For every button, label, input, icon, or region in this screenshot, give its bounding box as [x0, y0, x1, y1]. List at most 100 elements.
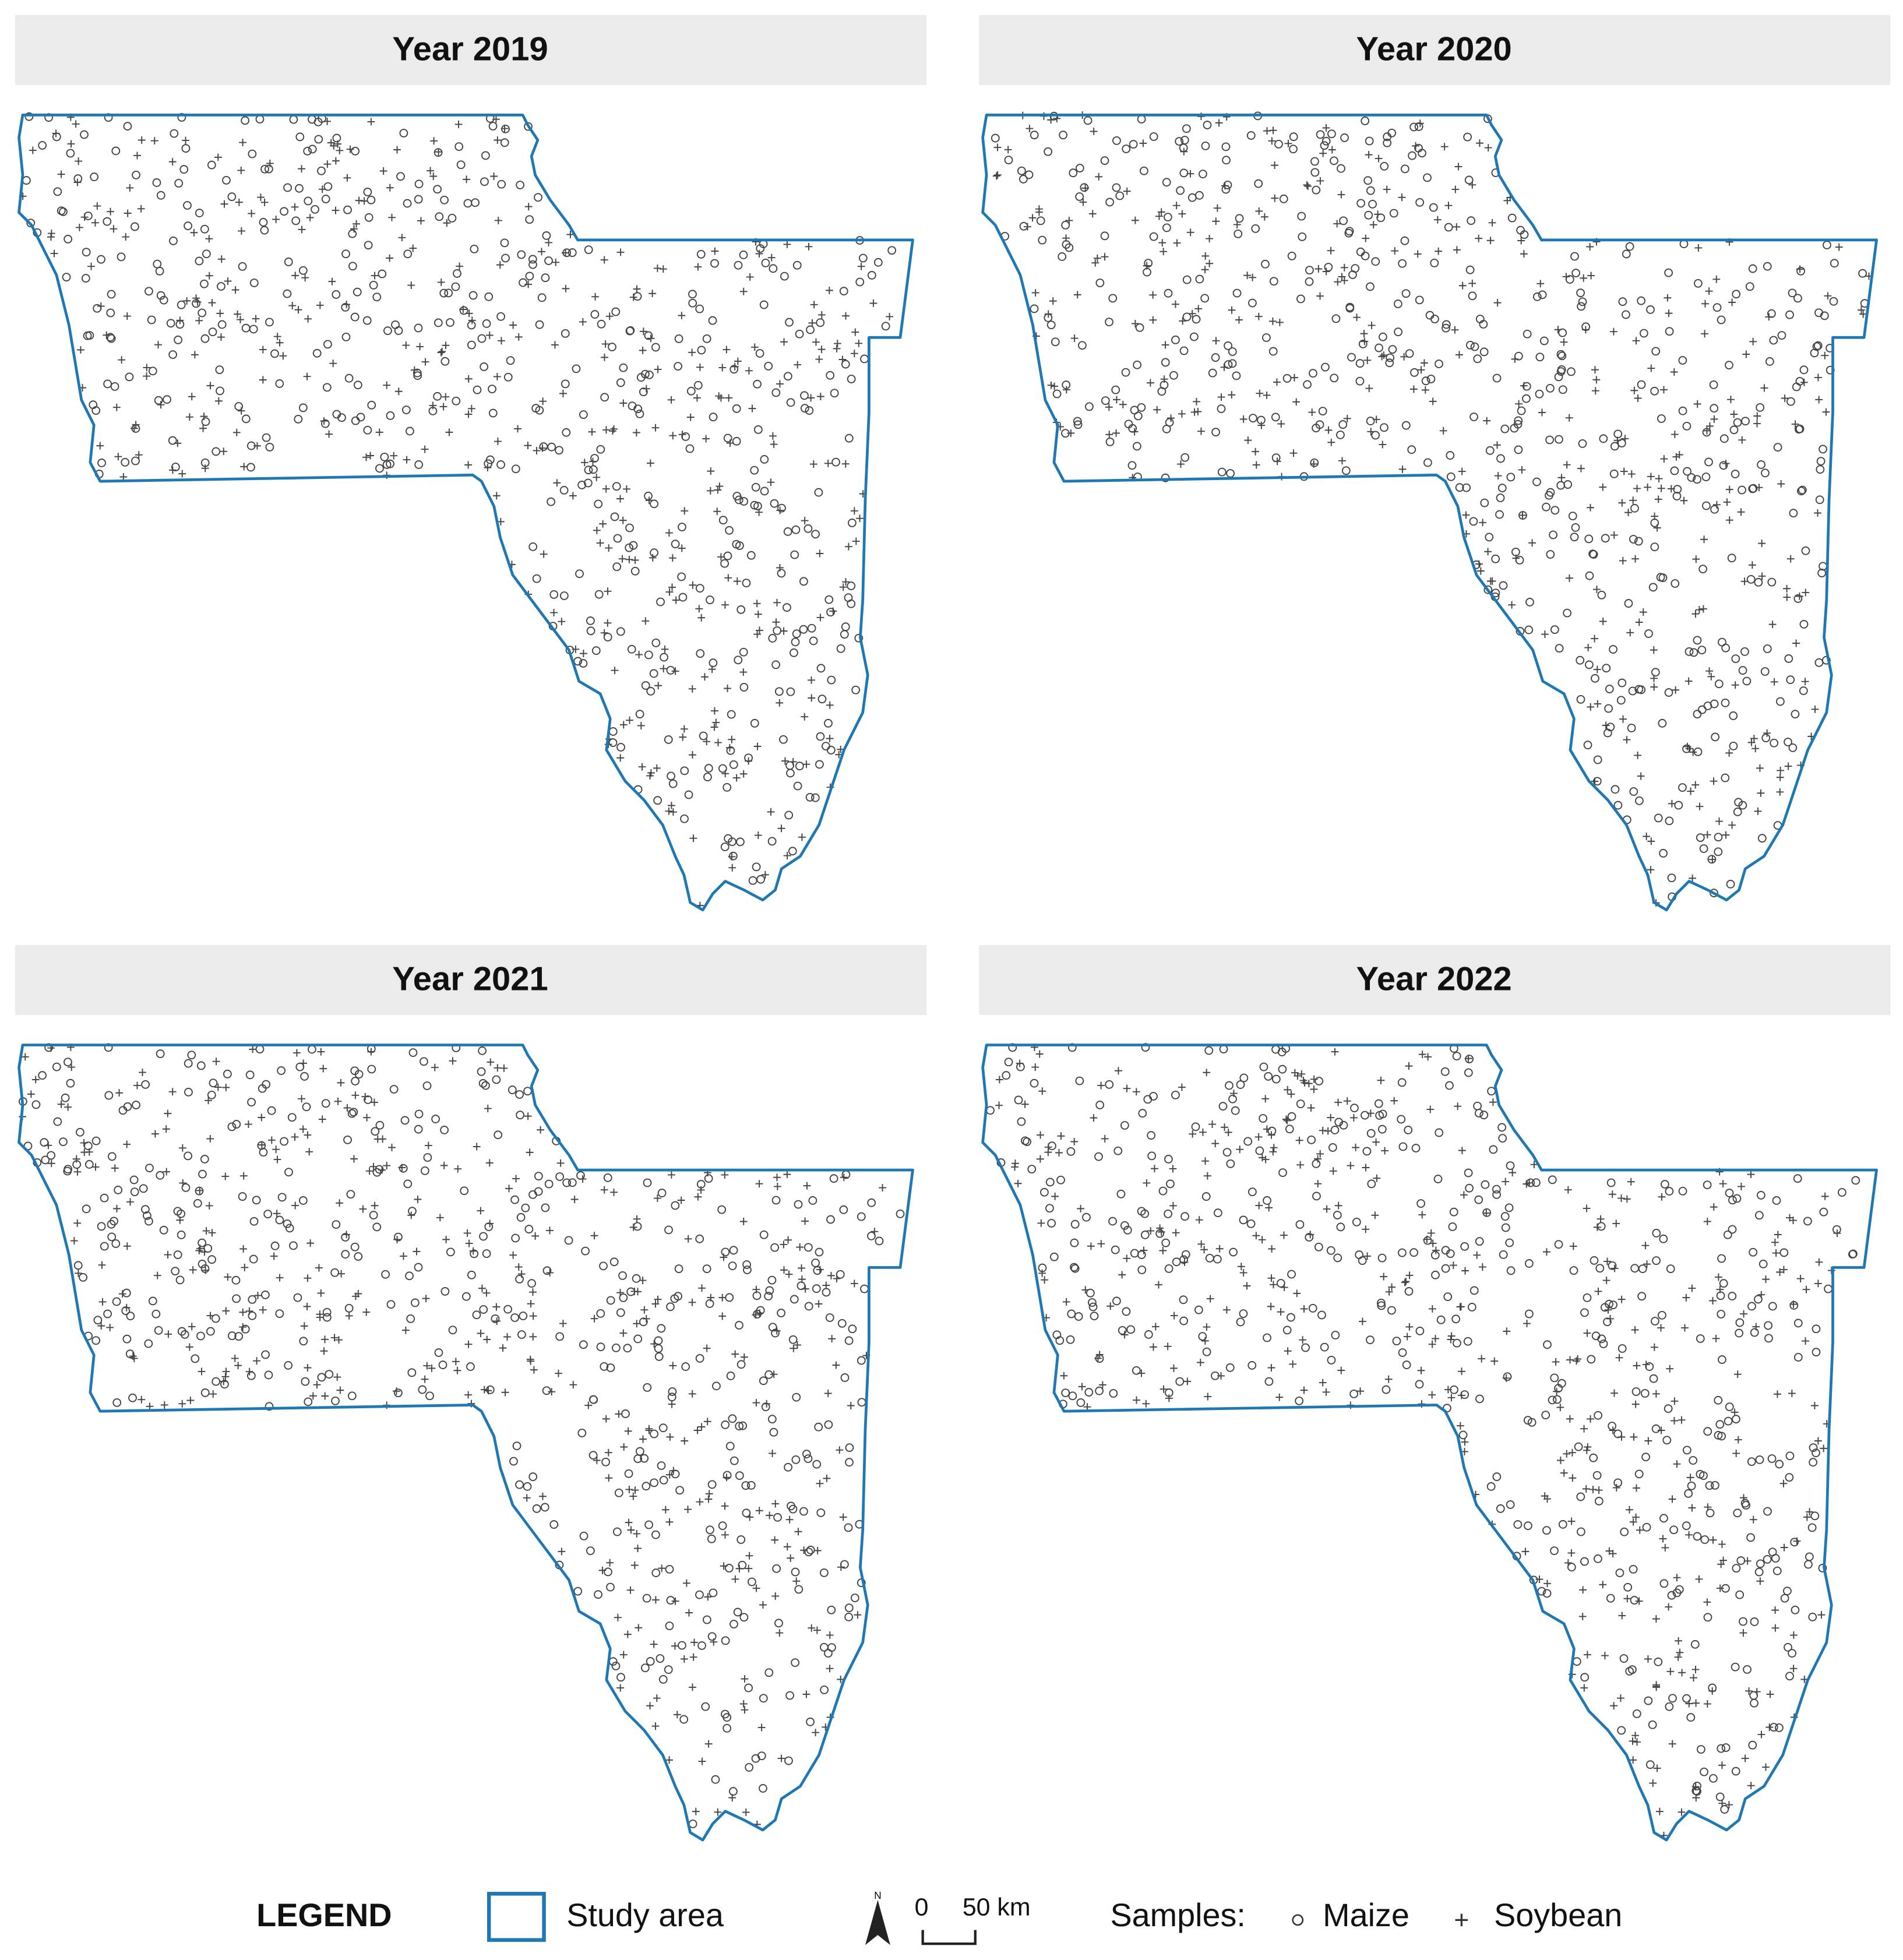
maize-sample [784, 1756, 793, 1765]
soybean-sample [1044, 310, 1052, 318]
soybean-sample [693, 1426, 702, 1434]
soybean-sample [1194, 305, 1203, 313]
soybean-sample [231, 1354, 239, 1362]
soybean-sample [239, 1245, 248, 1253]
soybean-sample [524, 442, 532, 450]
maize-sample [484, 292, 494, 301]
soybean-sample [1379, 440, 1387, 449]
soybean-sample [721, 601, 729, 609]
maize-sample [1729, 425, 1739, 435]
soybean-sample [315, 1264, 323, 1272]
maize-sample [1499, 581, 1508, 590]
maize-sample [418, 1385, 427, 1394]
soybean-sample [1802, 1285, 1810, 1293]
maize-sample [1303, 380, 1312, 389]
soybean-sample [1315, 265, 1323, 273]
maize-sample [1545, 435, 1554, 445]
maize-sample [521, 1203, 530, 1212]
maize-sample [1301, 1343, 1310, 1352]
soybean-sample [1610, 531, 1618, 539]
maize-sample [1027, 1165, 1037, 1174]
soybean-sample [1553, 1387, 1561, 1395]
soybean-sample [633, 1529, 641, 1538]
soybean-sample [826, 1665, 834, 1673]
maize-sample [1719, 1279, 1728, 1288]
soybean-sample [1476, 567, 1485, 575]
soybean-sample [429, 172, 438, 180]
soybean-sample [773, 1327, 781, 1335]
maize-sample [1409, 122, 1418, 132]
soybean-sample [1055, 1149, 1063, 1157]
maize-sample [636, 373, 646, 382]
maize-sample [826, 1215, 835, 1224]
maize-sample [1606, 1594, 1615, 1603]
maize-sample [321, 195, 330, 203]
maize-sample [344, 373, 354, 383]
maize-sample [611, 307, 621, 316]
maize-sample [857, 1356, 866, 1365]
soybean-sample [1172, 202, 1180, 210]
soybean-sample [1314, 1180, 1322, 1188]
maize-sample [1543, 1340, 1552, 1349]
soybean-sample [1098, 1381, 1106, 1389]
soybean-sample [1564, 1186, 1572, 1194]
maize-sample [1352, 1217, 1361, 1226]
maize-sample [1254, 179, 1263, 188]
soybean-sample [164, 1109, 172, 1118]
soybean-sample [661, 1506, 669, 1514]
maize-sample [1711, 1480, 1719, 1490]
soybean-sample [1657, 1324, 1665, 1332]
maize-sample [800, 391, 809, 400]
scale-bar [921, 1930, 977, 1945]
maize-sample [1228, 1094, 1237, 1104]
soybean-sample [224, 277, 232, 285]
soybean-sample [239, 1308, 247, 1316]
soybean-sample [1334, 1098, 1342, 1106]
soybean-sample [684, 1506, 692, 1514]
soybean-sample [824, 1390, 832, 1397]
soybean-sample [248, 209, 256, 217]
soybean-sample [682, 1579, 690, 1587]
maize-sample [1729, 711, 1738, 720]
soybean-sample [1156, 1224, 1164, 1232]
maize-sample [496, 460, 505, 469]
maize-sample [367, 400, 376, 410]
maize-sample [1251, 224, 1260, 233]
maize-sample [1236, 1317, 1245, 1327]
maize-sample [122, 1288, 131, 1298]
soybean-sample [126, 184, 134, 192]
maize-sample [534, 193, 542, 202]
maize-sample [1592, 1471, 1602, 1480]
soybean-sample [1781, 394, 1789, 402]
maize-sample [1500, 1212, 1510, 1221]
maize-sample [1779, 1248, 1789, 1257]
soybean-sample [665, 1756, 674, 1764]
maize-sample [806, 1717, 815, 1726]
soybean-sample [616, 248, 625, 256]
maize-sample [196, 1331, 205, 1341]
maize-sample [200, 279, 209, 288]
maize-sample [1263, 1333, 1271, 1342]
soybean-sample [1647, 473, 1655, 481]
maize-sample [323, 340, 332, 349]
soybean-sample [566, 231, 575, 238]
soybean-sample [1439, 426, 1447, 435]
maize-sample [1347, 352, 1356, 362]
maize-sample [1194, 1305, 1203, 1314]
maize-sample [1823, 241, 1831, 249]
maize-sample [1298, 232, 1307, 241]
soybean-sample [1732, 1450, 1740, 1457]
maize-sample [753, 425, 763, 434]
soybean-sample [1273, 457, 1281, 466]
maize-sample [1475, 1237, 1484, 1246]
maize-sample [246, 441, 256, 450]
soybean-sample [97, 302, 105, 310]
maize-sample [1441, 1264, 1450, 1273]
maize-sample [166, 319, 175, 328]
maize-sample [1767, 309, 1776, 318]
maize-sample [1487, 1087, 1496, 1096]
soybean-sample [478, 1284, 486, 1292]
maize-sample [824, 595, 834, 604]
maize-sample [1630, 1264, 1640, 1273]
maize-sample [353, 287, 362, 297]
